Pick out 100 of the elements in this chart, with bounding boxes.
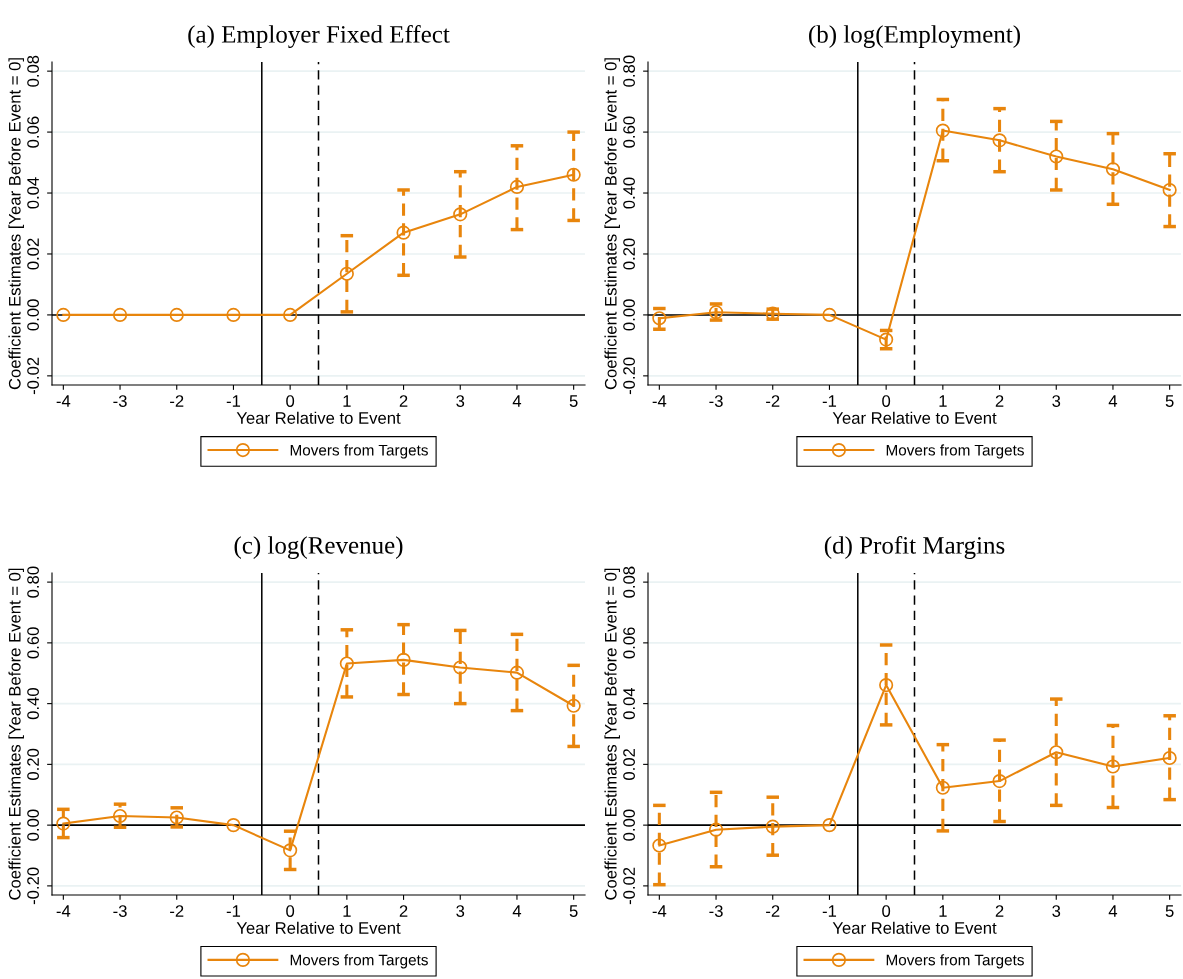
x-tick-label: -2 [170, 395, 184, 407]
point [1049, 149, 1064, 164]
point [992, 773, 1007, 789]
x-tick-label: 5 [569, 905, 578, 917]
x-tick-label: -4 [652, 905, 667, 917]
legend-label: Movers from Targets [290, 954, 428, 969]
y-axis-title: Coefficient Estimates [Year Before Event = 0] [8, 568, 24, 900]
x-axis-title: Year Relative to Event [236, 921, 401, 934]
y-tick-label: 0.00 [623, 809, 635, 841]
x-tick-label: -4 [652, 395, 667, 407]
y-tick-label: 0.04 [27, 177, 39, 209]
x-tick-label: 2 [399, 905, 408, 917]
x-tick-label: 1 [343, 905, 351, 917]
x-tick-label: 5 [1165, 905, 1174, 917]
chart-title: (b) log(Employment) [809, 25, 1020, 48]
x-tick-label: -1 [822, 905, 837, 917]
point [652, 311, 667, 326]
y-tick-label: 0.02 [27, 238, 39, 270]
y-tick-label: 0.00 [623, 299, 635, 331]
y-axis-title: Coefficient Estimates [Year Before Event = 0] [604, 568, 620, 900]
point [339, 266, 354, 281]
x-tick-label: -1 [226, 905, 241, 917]
x-tick-label: 2 [399, 395, 408, 407]
x-tick-label: 1 [343, 395, 351, 407]
x-axis-title: Year Relative to Event [236, 411, 401, 424]
point [822, 818, 837, 833]
x-tick-label: 0 [882, 395, 891, 407]
point [112, 307, 128, 323]
x-tick-label: -3 [113, 905, 127, 917]
y-tick-label: 0.80 [27, 566, 39, 598]
point [283, 843, 298, 858]
y-tick-label: 0.40 [623, 177, 635, 209]
x-tick-label: 0 [286, 395, 295, 407]
y-tick-label: 0.04 [623, 687, 635, 720]
point [652, 838, 667, 853]
x-tick-label: -4 [56, 905, 71, 917]
y-tick-label: 0.40 [27, 688, 39, 720]
point [56, 307, 71, 323]
point [1105, 162, 1121, 177]
y-tick-label: 0.06 [623, 627, 635, 659]
point [509, 179, 525, 195]
y-tick-label: 0.02 [623, 748, 635, 780]
x-tick-label: -2 [766, 395, 780, 407]
x-tick-label: 4 [512, 395, 522, 407]
x-tick-label: 3 [1052, 395, 1061, 407]
point [879, 332, 894, 347]
point [339, 656, 354, 671]
y-tick-label: 0.20 [27, 748, 39, 780]
point [396, 652, 411, 667]
y-tick-label: 0.08 [623, 566, 635, 598]
y-tick-label: 0.60 [623, 116, 635, 148]
x-tick-label: 1 [939, 905, 947, 917]
legend-label: Movers from Targets [290, 444, 428, 459]
y-tick-label: 0.00 [27, 299, 39, 331]
point [226, 818, 241, 833]
x-tick-label: 0 [882, 905, 891, 917]
x-tick-label: 1 [939, 395, 947, 407]
x-axis-title: Year Relative to Event [832, 411, 997, 424]
x-tick-label: 4 [1108, 905, 1118, 917]
y-tick-label: -0.20 [27, 867, 39, 905]
point [935, 123, 950, 138]
y-tick-label: 0.60 [27, 627, 39, 659]
point [169, 307, 184, 323]
y-tick-label: 0.80 [623, 55, 635, 87]
y-tick-label: 0.06 [27, 116, 39, 148]
point [708, 822, 724, 837]
point [453, 207, 468, 222]
y-tick-label: 0.08 [27, 55, 39, 87]
point [566, 698, 581, 713]
point [509, 665, 525, 680]
point [822, 307, 837, 323]
x-tick-label: 5 [1165, 395, 1174, 407]
x-tick-label: -1 [226, 395, 241, 407]
x-tick-label: 3 [1052, 905, 1061, 917]
y-tick-label: -0.20 [623, 357, 635, 395]
point [283, 307, 298, 323]
y-axis-title: Coefficient Estimates [Year Before Event = 0] [8, 58, 24, 390]
x-tick-label: -2 [766, 905, 780, 917]
y-axis-title: Coefficient Estimates [Year Before Event = 0] [604, 58, 620, 390]
point [226, 307, 241, 323]
point [566, 167, 581, 182]
x-tick-label: -4 [56, 395, 71, 407]
chart-title: (c) log(Revenue) [234, 536, 403, 559]
point [453, 660, 468, 675]
x-tick-label: -3 [709, 905, 723, 917]
x-axis-title: Year Relative to Event [832, 921, 997, 934]
point [935, 780, 950, 795]
legend-label: Movers from Targets [886, 954, 1024, 969]
y-tick-label: -0.02 [27, 357, 39, 395]
point [1105, 759, 1121, 774]
point [1162, 750, 1177, 766]
x-tick-label: -3 [709, 395, 723, 407]
x-tick-label: 4 [512, 905, 522, 917]
point [169, 810, 184, 825]
y-tick-label: 0.00 [27, 809, 39, 841]
x-tick-label: 3 [456, 905, 465, 917]
x-tick-label: -1 [822, 395, 837, 407]
y-tick-label: 0.20 [623, 238, 635, 270]
point [765, 819, 780, 834]
point [56, 816, 71, 831]
